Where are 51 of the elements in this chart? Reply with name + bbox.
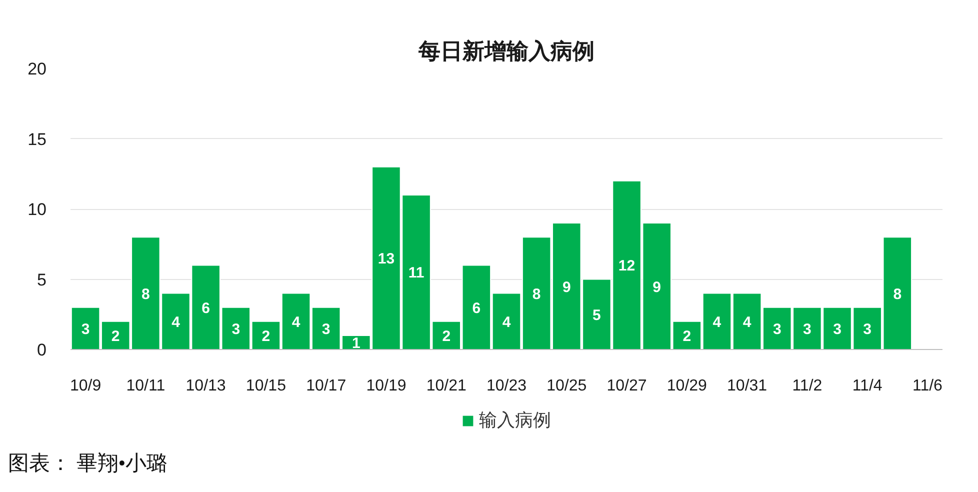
data-label: 3 [803,320,812,338]
data-label: 4 [712,314,722,331]
y-tick-label: 0 [37,340,47,360]
x-tick-label: 10/9 [70,378,102,394]
data-label: 8 [142,286,150,303]
data-label: 12 [618,258,636,275]
y-tick-label: 20 [28,60,47,78]
data-label: 2 [682,328,692,345]
data-label: 4 [742,314,752,331]
x-tick-label: 10/29 [666,378,708,394]
data-label: 3 [772,320,782,338]
data-label: 2 [442,328,451,345]
x-tick-label: 11/2 [792,378,822,394]
data-label: 9 [562,278,571,296]
data-label: 8 [893,286,902,303]
data-label: 6 [202,300,210,317]
data-label: 4 [292,314,301,331]
legend-label: 输入病例 [479,409,551,432]
x-tick-label: 10/31 [727,378,768,394]
x-tick-label: 10/13 [186,378,226,394]
x-tick-label: 10/11 [126,378,166,394]
x-tick-label: 10/19 [366,378,406,394]
data-label: 5 [592,306,601,324]
data-label: 4 [172,314,181,331]
data-label: 4 [502,314,512,331]
data-label: 3 [833,320,842,338]
x-tick-label: 11/4 [852,378,882,394]
x-tick-label: 10/25 [546,378,587,394]
x-tick-label: 11/6 [912,378,943,394]
data-label: 3 [863,320,872,338]
y-tick-label: 15 [28,130,47,149]
data-label: 2 [111,328,120,345]
data-label: 2 [262,328,270,345]
data-label: 1 [352,334,360,352]
x-tick-label: 10/15 [246,378,286,394]
text: 图表： 畢翔•小璐 [8,450,168,477]
data-label: 9 [652,278,662,296]
data-label: 6 [472,300,481,317]
x-tick-label: 10/27 [606,378,647,394]
x-tick-label: 10/21 [426,378,466,394]
data-label: 13 [378,250,395,268]
x-tick-label: 10/17 [306,378,346,394]
data-label: 8 [532,286,541,303]
data-label: 11 [408,264,424,282]
x-tick-label: 10/23 [486,378,527,394]
data-label: 3 [232,320,240,338]
data-label: 3 [322,320,330,338]
chart-title: 每日新增输入病例 [418,38,594,64]
y-tick-label: 5 [37,270,47,290]
data-label: 3 [81,320,90,338]
y-tick-label: 10 [28,200,47,219]
